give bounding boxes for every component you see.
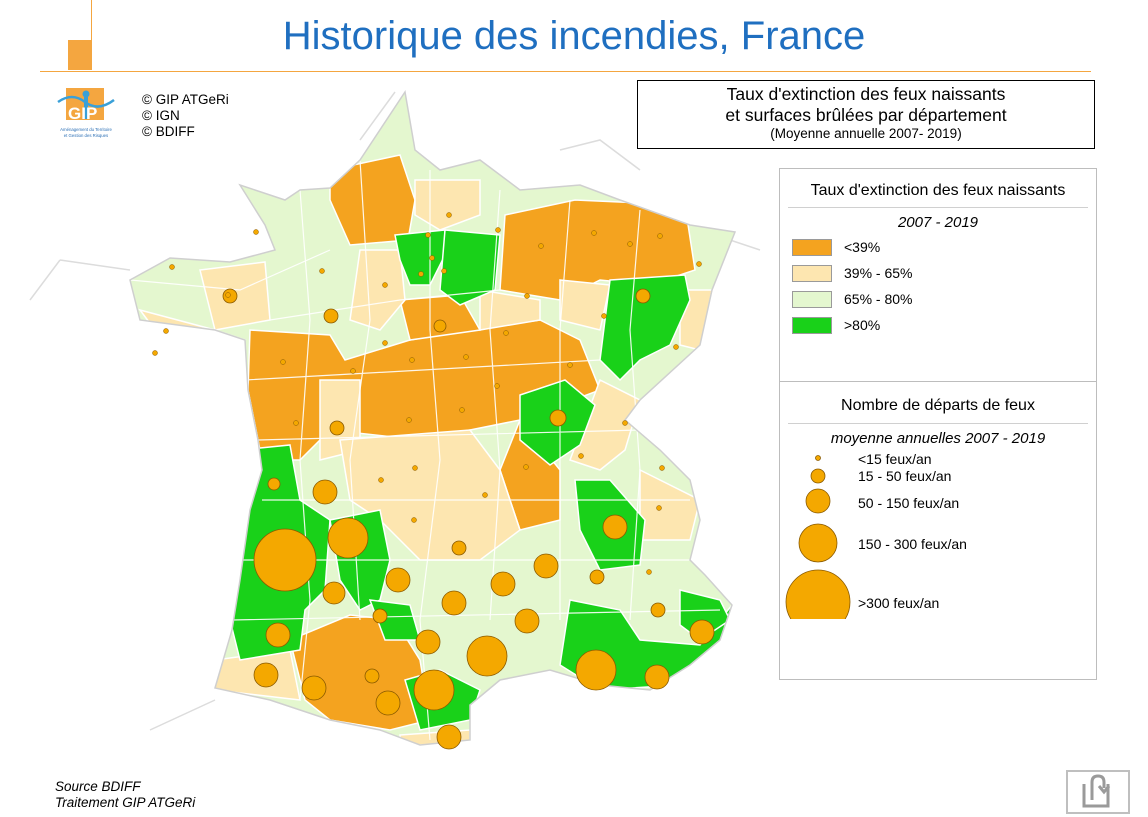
title-underline [40,71,1091,72]
legend-size-symbols [785,455,851,619]
copyright-credits: © GIP ATGeRi © IGN © BDIFF [142,92,229,140]
svg-text:et Gestion des Risques: et Gestion des Risques [64,133,108,138]
svg-text:Aménagement du Territoire: Aménagement du Territoire [60,127,112,132]
legend-swatch-lt39 [792,239,832,256]
legend-label-39-65: 39% - 65% [844,265,913,281]
legend-label-65-80: 65% - 80% [844,291,913,307]
legend-swatch-39-65 [792,265,832,282]
credit-line: © IGN [142,108,180,123]
legend-size-label-15-50: 15 - 50 feux/an [858,468,952,484]
return-arrow-icon [1082,774,1111,808]
legend-circle-15-50 [810,468,826,484]
legend-section-divider [780,381,1096,382]
source-line: Source BDIFF [55,779,141,794]
gip-logo: GIP Aménagement du Territoire et Gestion… [57,88,115,138]
legend-rate-heading: Taux d'extinction des feux naissants [810,182,1066,199]
france-map [29,90,761,750]
legend-separator [788,423,1088,424]
decor-orange-tab [68,40,92,70]
return-button[interactable] [1066,770,1130,814]
legend-label-lt39: <39% [844,239,881,255]
legend-fires-period: moyenne annuelles 2007 - 2019 [830,430,1046,447]
legend-separator [788,207,1088,208]
legend-circle-150-300 [798,523,838,563]
legend-label-gt80: >80% [844,317,881,333]
svg-text:GIP: GIP [68,104,97,123]
legend-circle-gt300 [785,569,851,619]
legend-rate-period: 2007 - 2019 [897,214,979,231]
map-title-line3: (Moyenne annuelle 2007- 2019) [770,126,962,141]
map-legend: Taux d'extinction des feux naissants 200… [779,168,1097,680]
legend-swatch-65-80 [792,291,832,308]
legend-circle-50-150 [805,488,831,514]
decor-vertical-line [91,0,92,40]
legend-size-label-lt15: <15 feux/an [858,451,932,467]
legend-swatch-gt80 [792,317,832,334]
map-title-box: Taux d'extinction des feux naissants et … [637,80,1095,149]
legend-circle-lt15 [815,455,821,461]
legend-size-label-150-300: 150 - 300 feux/an [858,536,967,552]
map-title-line1: Taux d'extinction des feux naissants [726,84,1006,104]
legend-size-label-50-150: 50 - 150 feux/an [858,495,960,511]
page-title: Historique des incendies, France [282,14,866,58]
source-line: Traitement GIP ATGeRi [55,795,196,810]
map-title-line2: et surfaces brûlées par département [725,105,1007,125]
source-note: Source BDIFF Traitement GIP ATGeRi [55,779,195,811]
credit-line: © GIP ATGeRi [142,92,229,107]
credit-line: © BDIFF [142,124,195,139]
legend-size-label-gt300: >300 feux/an [858,595,940,611]
legend-fires-heading: Nombre de départs de feux [841,397,1035,414]
